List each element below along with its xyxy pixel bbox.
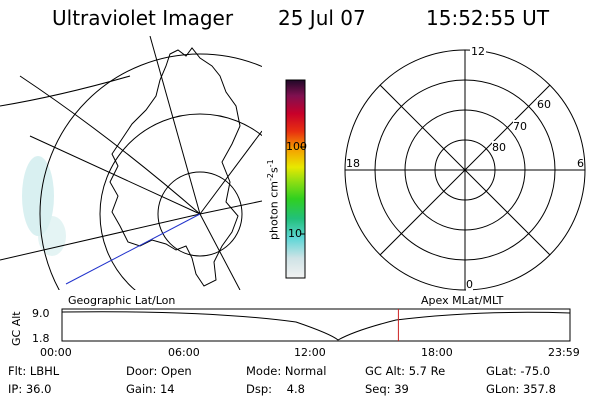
unit-exp1: -2 [266, 173, 275, 182]
geographic-caption: Geographic Lat/Lon [68, 294, 176, 307]
mlt-label-6: 6 [577, 157, 584, 170]
emission-haze [22, 156, 66, 256]
gain-label: Gain: [126, 382, 157, 396]
mlt-label-18: 18 [346, 157, 360, 170]
date-label: 25 Jul 07 [278, 6, 366, 30]
mlat-label-60: 60 [537, 98, 551, 111]
dsp-field: Dsp: 4.8 [246, 382, 305, 396]
color-bar-tick-label-100: 100 [286, 140, 307, 153]
satellite-track [65, 213, 201, 285]
door-field: Door: Open [126, 364, 192, 378]
color-bar [285, 79, 306, 279]
mlat-label-80: 80 [492, 141, 506, 154]
altitude-xtick-1800: 18:00 [421, 346, 453, 359]
mlt-label-12: 12 [470, 45, 486, 58]
seq-value: 39 [394, 382, 409, 396]
time-label: 15:52:55 UT [426, 6, 550, 30]
glat-label: GLat: [486, 364, 517, 378]
color-bar-unit-label: photon cm-2s-1 [266, 159, 281, 240]
lat-circle-outer [39, 53, 262, 290]
gc-alt-value: 5.7 Re [408, 364, 446, 378]
geographic-map [0, 36, 262, 290]
glon-value: 357.8 [522, 382, 556, 396]
altitude-plot [61, 308, 571, 342]
color-bar-tick-label-10: 10 [288, 227, 302, 240]
dsp-value: 4.8 [286, 382, 305, 396]
mlat-label-70: 70 [513, 120, 527, 133]
instrument-title: Ultraviolet Imager [52, 6, 234, 30]
glon-field: GLon: 357.8 [486, 382, 556, 396]
altitude-xtick-0000: 00:00 [40, 346, 72, 359]
polar-diagonal-2 [379, 84, 551, 256]
mode-label: Mode: [246, 364, 282, 378]
filter-value: LBHL [29, 364, 60, 378]
lat-circle-inner [157, 171, 243, 257]
dsp-label: Dsp: [246, 382, 273, 396]
altitude-xtick-0600: 06:00 [168, 346, 200, 359]
polar-plot [344, 49, 586, 291]
gain-field: Gain: 14 [126, 382, 175, 396]
seq-label: Seq: [365, 382, 391, 396]
unit-mid: s [267, 167, 281, 174]
apex-caption: Apex MLat/MLT [421, 294, 504, 307]
ip-value: 36.0 [25, 382, 52, 396]
altitude-curve [61, 311, 571, 341]
door-label: Door: [126, 364, 158, 378]
mode-field: Mode: Normal [246, 364, 326, 378]
altitude-ytick-high: 9.0 [32, 307, 50, 320]
glat-value: -75.0 [520, 364, 551, 378]
glon-label: GLon: [486, 382, 520, 396]
filter-label: Flt: [8, 364, 27, 378]
continent-outline [109, 47, 241, 287]
seq-field: Seq: 39 [365, 382, 409, 396]
mode-value: Normal [284, 364, 327, 378]
altitude-ytick-low: 1.8 [32, 332, 50, 345]
gain-value: 14 [159, 382, 175, 396]
altitude-axis-label: GC Alt [10, 311, 23, 346]
door-value: Open [160, 364, 192, 378]
altitude-xtick-2359: 23:59 [548, 346, 580, 359]
color-bar-gradient [285, 79, 306, 279]
unit-exp2: -1 [266, 159, 275, 168]
gc-alt-field: GC Alt: 5.7 Re [365, 364, 445, 378]
gc-alt-label: GC Alt: [365, 364, 406, 378]
altitude-plot-frame [61, 308, 571, 342]
ip-label: IP: [8, 382, 23, 396]
filter-field: Flt: LBHL [8, 364, 59, 378]
lat-circle-mid [99, 113, 262, 290]
altitude-xtick-1200: 12:00 [294, 346, 326, 359]
mlt-label-0: 0 [466, 278, 473, 291]
ip-field: IP: 36.0 [8, 382, 51, 396]
glat-field: GLat: -75.0 [486, 364, 550, 378]
unit-base: photon cm [267, 181, 281, 240]
